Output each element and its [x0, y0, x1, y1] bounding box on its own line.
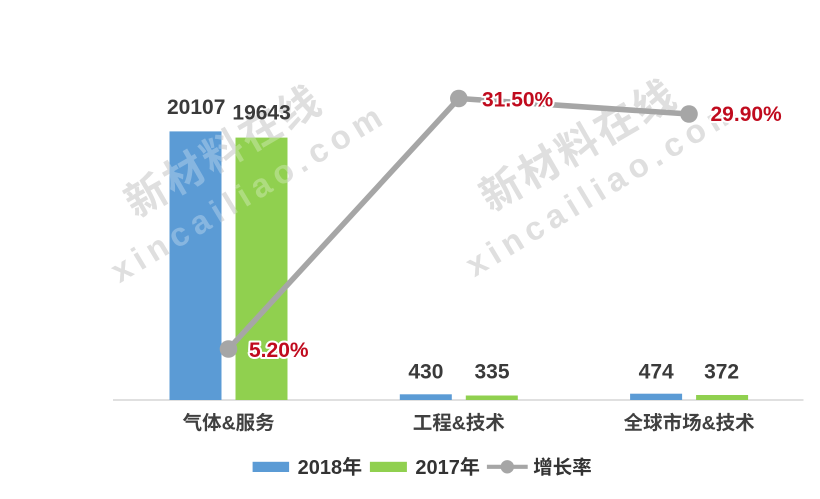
svg-text:5.20%: 5.20% — [249, 339, 309, 362]
svg-text:2017: 2017 — [415, 457, 460, 479]
svg-text:372: 372 — [704, 361, 739, 384]
svg-text:335: 335 — [474, 360, 509, 383]
svg-text:2018: 2018 — [298, 457, 343, 479]
svg-text:29.90%: 29.90% — [711, 103, 783, 126]
svg-text:&: & — [702, 413, 716, 435]
svg-text:31.50%: 31.50% — [482, 89, 554, 112]
svg-text:&: & — [452, 413, 466, 435]
svg-text:19643: 19643 — [232, 102, 290, 125]
svg-text:430: 430 — [408, 360, 443, 383]
svg-text:&: & — [222, 413, 236, 435]
svg-text:20107: 20107 — [167, 96, 225, 119]
svg-text:474: 474 — [639, 361, 674, 384]
